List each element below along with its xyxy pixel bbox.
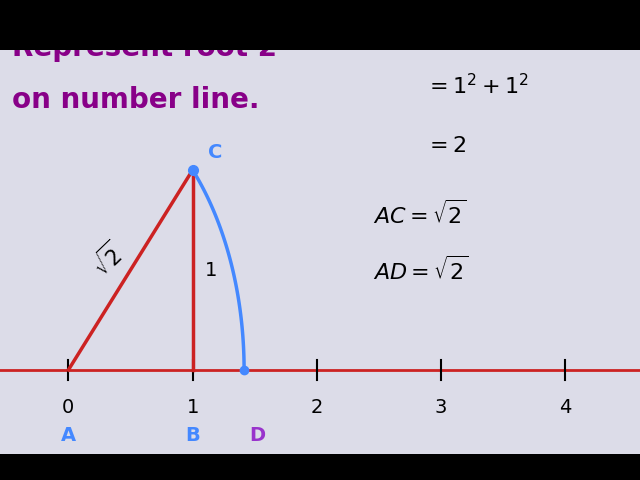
Text: $= 2$: $= 2$	[425, 136, 466, 156]
Text: $AD = \sqrt{2}$: $AD = \sqrt{2}$	[373, 256, 468, 284]
Text: 0: 0	[62, 398, 74, 417]
Text: $\sqrt{2}$: $\sqrt{2}$	[86, 239, 130, 282]
Text: A: A	[61, 426, 76, 445]
Text: $AC^2 = AB^2 + BC^2$: $AC^2 = AB^2 + BC^2$	[373, 13, 557, 38]
Text: $AC = \sqrt{2}$: $AC = \sqrt{2}$	[373, 200, 467, 228]
Text: B: B	[185, 426, 200, 445]
Text: D: D	[249, 426, 265, 445]
Text: 4: 4	[559, 398, 572, 417]
Text: 1: 1	[186, 398, 199, 417]
Text: Represent root 2: Represent root 2	[12, 34, 277, 62]
Text: 3: 3	[435, 398, 447, 417]
Text: 1: 1	[205, 261, 218, 279]
Text: 2: 2	[310, 398, 323, 417]
Text: C: C	[207, 143, 222, 162]
Text: on number line.: on number line.	[12, 86, 260, 114]
Text: $= 1^2+1^2$: $= 1^2+1^2$	[425, 73, 529, 98]
